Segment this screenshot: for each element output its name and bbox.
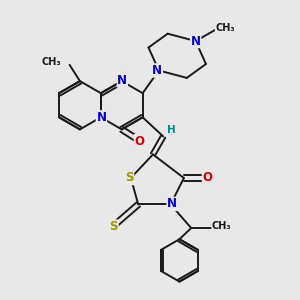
- Text: CH₃: CH₃: [42, 57, 62, 67]
- Text: CH₃: CH₃: [215, 23, 235, 33]
- Text: O: O: [202, 172, 212, 184]
- Text: N: N: [96, 111, 106, 124]
- Text: O: O: [134, 135, 144, 148]
- Text: S: S: [110, 220, 118, 233]
- Text: S: S: [125, 172, 134, 184]
- Text: N: N: [190, 34, 201, 48]
- Text: N: N: [167, 197, 177, 210]
- Text: CH₃: CH₃: [212, 221, 231, 231]
- Text: N: N: [117, 74, 127, 87]
- Text: H: H: [167, 125, 176, 135]
- Text: N: N: [152, 64, 162, 77]
